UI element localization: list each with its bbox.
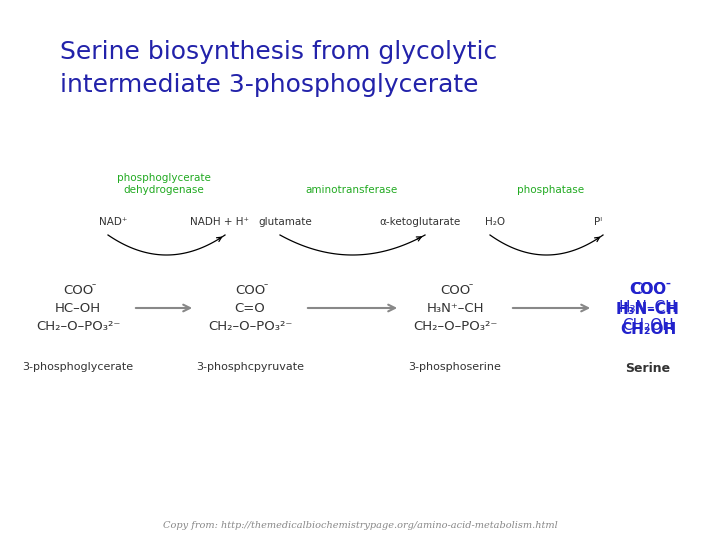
Text: COO: COO: [440, 284, 470, 296]
Text: COO: COO: [235, 284, 265, 296]
Text: Pᴵ: Pᴵ: [594, 217, 602, 227]
Text: CH₂OH: CH₂OH: [622, 319, 674, 334]
Text: Copy from: http://themedicalbiochemistrypage.org/amino-acid-metabolism.html: Copy from: http://themedicalbiochemistry…: [163, 521, 557, 530]
Text: C=O: C=O: [235, 301, 266, 314]
Text: aminotransferase: aminotransferase: [306, 185, 398, 195]
Text: H₃N–CH: H₃N–CH: [616, 302, 680, 318]
Text: –: –: [92, 280, 96, 289]
Text: NAD⁺: NAD⁺: [99, 217, 127, 227]
Text: CH₂–O–PO₃²⁻: CH₂–O–PO₃²⁻: [208, 320, 292, 333]
Text: glutamate: glutamate: [258, 217, 312, 227]
Text: phosphoglycerate
dehydrogenase: phosphoglycerate dehydrogenase: [117, 173, 211, 195]
Text: –: –: [469, 280, 473, 289]
Text: CH₂OH: CH₂OH: [620, 322, 676, 338]
Text: 3-phosphcpyruvate: 3-phosphcpyruvate: [196, 362, 304, 372]
Text: CH₂–O–PO₃²⁻: CH₂–O–PO₃²⁻: [36, 320, 120, 333]
Text: intermediate 3-phosphoglycerate: intermediate 3-phosphoglycerate: [60, 73, 479, 97]
Text: Serine: Serine: [626, 362, 670, 375]
Text: Serine biosynthesis from glycolytic: Serine biosynthesis from glycolytic: [60, 40, 498, 64]
Text: HC–OH: HC–OH: [55, 301, 101, 314]
Text: CH₂–O–PO₃²⁻: CH₂–O–PO₃²⁻: [413, 320, 498, 333]
Text: α-ketoglutarate: α-ketoglutarate: [379, 217, 461, 227]
Text: COO: COO: [63, 284, 93, 296]
Text: COO: COO: [631, 282, 665, 298]
Text: 3-phosphoserine: 3-phosphoserine: [408, 362, 501, 372]
Text: –: –: [666, 279, 671, 289]
Text: H₃N–CH: H₃N–CH: [618, 300, 678, 315]
Text: NADH + H⁺: NADH + H⁺: [191, 217, 250, 227]
Text: phosphatase: phosphatase: [518, 185, 585, 195]
Text: COO: COO: [629, 282, 667, 298]
Text: H₃N⁺–CH: H₃N⁺–CH: [426, 301, 484, 314]
Text: 3-phosphoglycerate: 3-phosphoglycerate: [22, 362, 134, 372]
Text: –: –: [264, 280, 269, 289]
Text: H₂O: H₂O: [485, 217, 505, 227]
